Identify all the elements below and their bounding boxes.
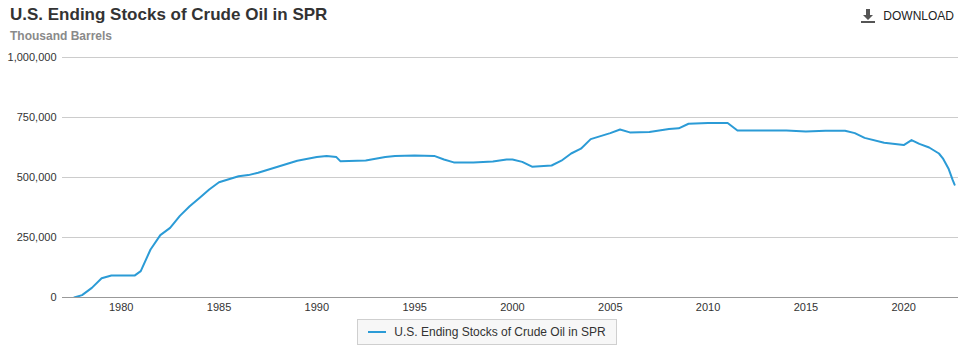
svg-text:1985: 1985 <box>207 301 231 313</box>
svg-text:2000: 2000 <box>500 301 524 313</box>
svg-text:750,000: 750,000 <box>17 111 57 123</box>
svg-text:1980: 1980 <box>109 301 133 313</box>
svg-text:250,000: 250,000 <box>17 231 57 243</box>
html-text:U.S. Ending Stocks of Crude Oi: U.S. Ending Stocks of Crude Oil in SPR <box>10 5 328 24</box>
svg-text:0: 0 <box>50 291 56 303</box>
svg-text:2015: 2015 <box>794 301 818 313</box>
svg-text:1,000,000: 1,000,000 <box>8 51 57 63</box>
svg-text:1995: 1995 <box>402 301 426 313</box>
html-text:Thousand Barrels: Thousand Barrels <box>10 29 112 43</box>
svg-text:1990: 1990 <box>305 301 329 313</box>
html-text:U.S. Ending Stocks of Crude Oi: U.S. Ending Stocks of Crude Oil in SPR <box>394 325 606 339</box>
svg-text:500,000: 500,000 <box>17 171 57 183</box>
html-text:DOWNLOAD: DOWNLOAD <box>883 9 954 23</box>
svg-text:2005: 2005 <box>598 301 622 313</box>
svg-text:2010: 2010 <box>696 301 720 313</box>
svg-text:2020: 2020 <box>891 301 915 313</box>
